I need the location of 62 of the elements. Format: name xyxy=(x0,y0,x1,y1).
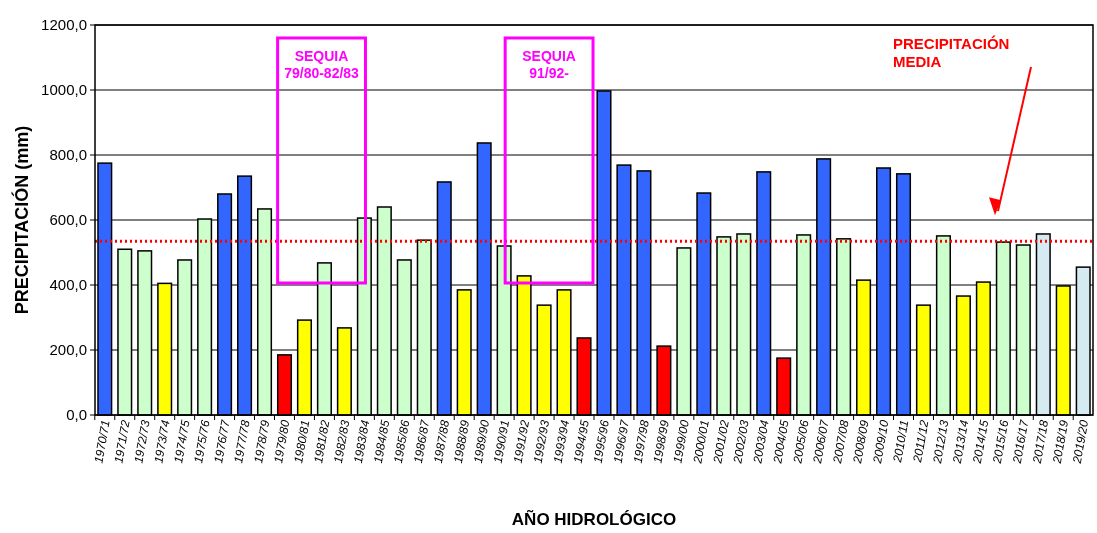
x-tick-label: 1981/82 xyxy=(311,418,333,465)
x-tick-label: 2013/14 xyxy=(949,418,972,466)
x-tick-label: 2002/03 xyxy=(730,418,752,466)
y-tick-label: 800,0 xyxy=(49,146,87,164)
x-tick-label: 1989/90 xyxy=(470,418,493,465)
x-tick-label: 1995/96 xyxy=(590,418,612,465)
x-tick-label: 1987/88 xyxy=(430,418,453,465)
x-tick-label: 1993/94 xyxy=(550,418,573,465)
x-tick-label: 1986/87 xyxy=(410,417,433,465)
x-tick-label: 1975/76 xyxy=(191,418,213,465)
x-tick-label: 1988/89 xyxy=(450,418,473,465)
x-tick-label: 1970/71 xyxy=(91,419,113,465)
x-tick-label: 1985/86 xyxy=(390,418,413,465)
x-tick-label: 1976/77 xyxy=(211,417,233,465)
y-tick-label: 400,0 xyxy=(49,276,87,294)
x-tick-label: 2004/05 xyxy=(770,418,792,466)
x-tick-label: 1991/92 xyxy=(510,418,533,465)
x-tick-label: 1982/83 xyxy=(331,418,353,465)
y-axis-title: PRECIPITACIÓN (mm) xyxy=(11,125,32,315)
x-tick-label: 2006/07 xyxy=(810,417,832,466)
x-tick-label: 1977/78 xyxy=(231,418,253,465)
y-tick-label: 1200,0 xyxy=(41,16,87,34)
x-tick-label: 2008/09 xyxy=(850,418,872,466)
x-tick-label: 2011/12 xyxy=(910,418,932,465)
x-tick-label: 2017/18 xyxy=(1029,418,1052,466)
x-tick-label: 1979/80 xyxy=(271,418,293,465)
x-tick-label: 1974/75 xyxy=(171,418,193,465)
x-tick-label: 2010/11 xyxy=(890,419,912,465)
x-tick-label: 2014/15 xyxy=(969,418,992,466)
x-tick-label: 2015/16 xyxy=(989,418,1012,466)
x-tick-label: 1996/97 xyxy=(610,417,633,465)
x-tick-label: 1997/98 xyxy=(630,418,652,465)
x-tick-label: 1973/74 xyxy=(151,418,173,465)
x-tick-label: 2001/02 xyxy=(710,418,732,466)
x-tick-label: 1980/81 xyxy=(291,419,313,465)
y-tick-label: 1000,0 xyxy=(41,81,87,99)
x-tick-label: 2009/10 xyxy=(869,418,892,466)
x-tick-label: 1998/99 xyxy=(650,418,672,465)
x-tick-label: 2005/06 xyxy=(790,418,812,466)
x-tick-label: 1971/72 xyxy=(111,418,133,465)
annotation: SEQUIA 79/80-82/83 xyxy=(284,48,360,81)
x-tick-label: 1978/79 xyxy=(251,418,273,465)
x-tick-label: 1992/93 xyxy=(530,418,553,465)
x-tick-label: 2007/08 xyxy=(830,418,852,466)
y-tick-label: 600,0 xyxy=(49,211,87,229)
x-tick-label: 1972/73 xyxy=(131,418,153,465)
x-tick-label: 2018/19 xyxy=(1049,418,1072,466)
x-tick-label: 1994/95 xyxy=(570,418,593,465)
x-tick-label: 1990/91 xyxy=(490,419,513,465)
x-tick-label: 2012/13 xyxy=(929,418,952,466)
y-tick-label: 0,0 xyxy=(66,406,87,424)
x-tick-label: 2003/04 xyxy=(750,418,772,466)
x-tick-label: 1983/84 xyxy=(351,418,373,465)
x-axis-title: AÑO HIDROLÓGICO xyxy=(511,509,677,529)
x-tick-label: 2016/17 xyxy=(1009,417,1032,466)
y-tick-label: 200,0 xyxy=(49,341,87,359)
ref-line-label: PRECIPITACIÓN MEDIA xyxy=(893,35,1010,70)
x-tick-label: 1984/85 xyxy=(370,418,393,465)
annotation: SEQUIA 91/92- xyxy=(522,48,576,81)
x-tick-label: 2000/01 xyxy=(690,419,712,466)
x-tick-label: 2019/20 xyxy=(1069,418,1092,466)
x-tick-label: 1999/00 xyxy=(670,418,692,465)
